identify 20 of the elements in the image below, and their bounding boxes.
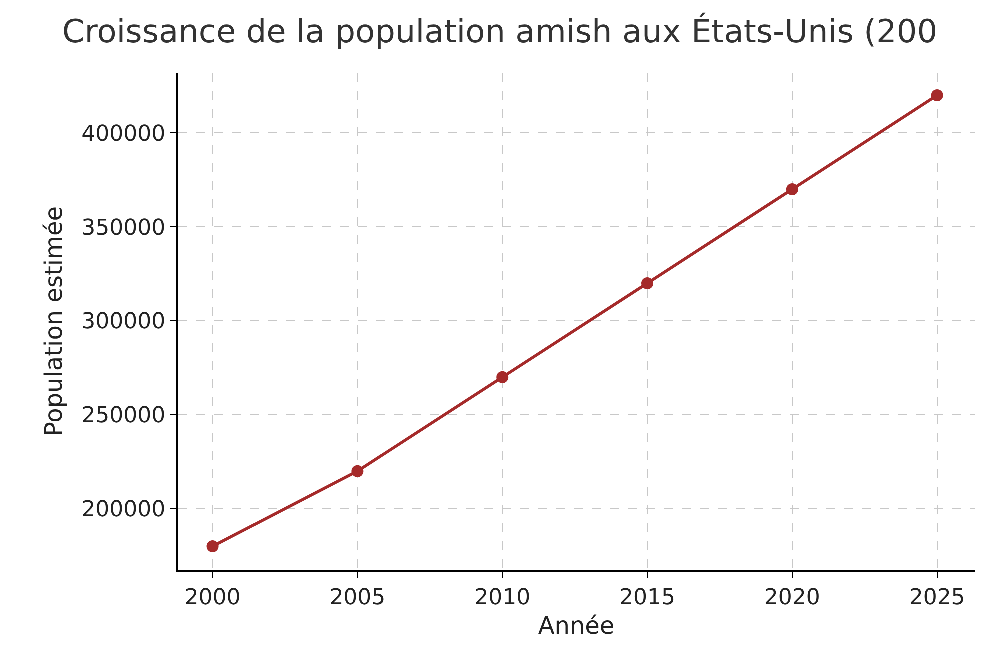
y-tick-label: 200000: [82, 498, 166, 523]
point: [496, 371, 509, 384]
point: [786, 184, 798, 196]
x-tick-label: 2025: [909, 585, 966, 610]
y-tick-label: 250000: [82, 404, 166, 429]
y-tick-label: 300000: [82, 310, 166, 335]
point: [206, 540, 219, 553]
y-axis-title: Population estimée: [40, 206, 68, 436]
x-tick-label: 2015: [620, 585, 676, 610]
x-tick-label: 2020: [764, 585, 820, 610]
point: [642, 277, 654, 290]
x-tick-label: 2000: [184, 585, 241, 610]
point: [352, 465, 364, 478]
x-axis-title: Année: [538, 612, 615, 640]
chart-title: Croissance de la population amish aux États-Unis (200: [62, 12, 938, 50]
x-tick-label: 2010: [474, 585, 531, 610]
y-tick-label: 400000: [82, 122, 166, 147]
point: [931, 90, 944, 102]
x-tick-label: 2005: [330, 585, 386, 610]
y-tick-label: 350000: [82, 216, 166, 241]
